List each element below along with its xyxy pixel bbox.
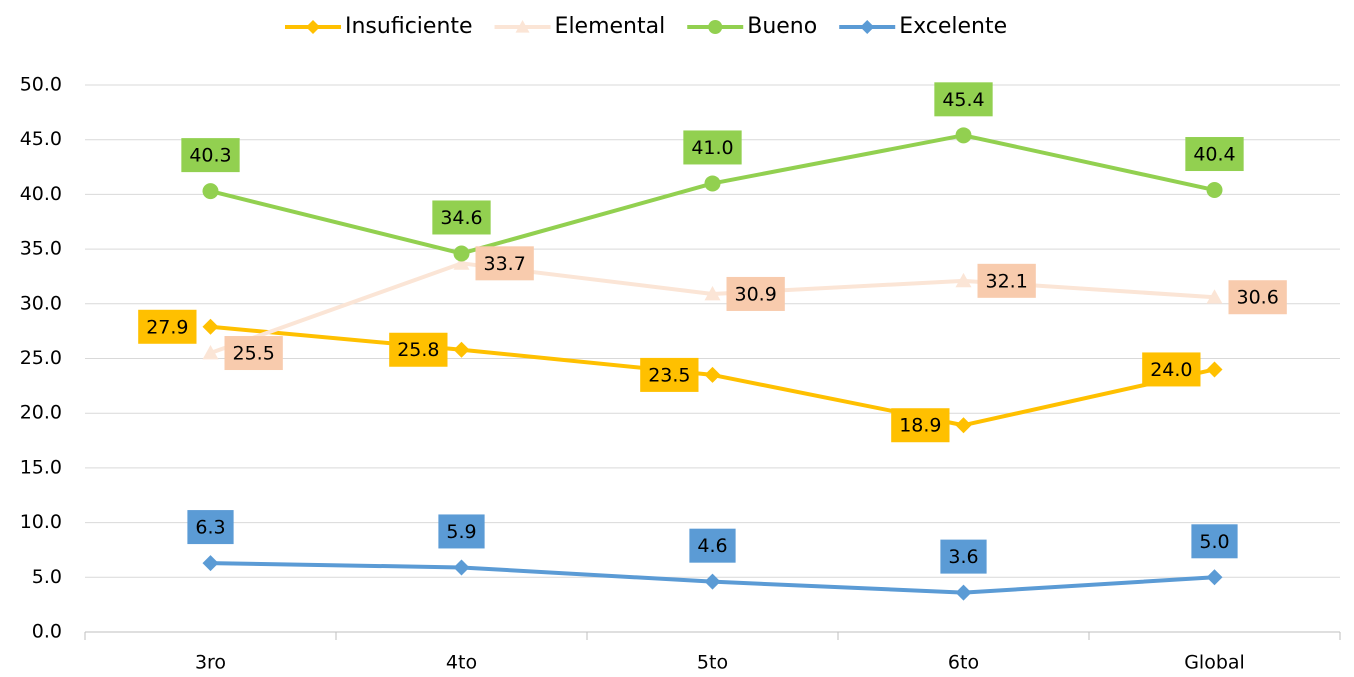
marker: [956, 585, 972, 601]
data-label-text: 24.0: [1150, 359, 1192, 381]
x-tick-label: 6to: [948, 652, 979, 674]
marker: [860, 20, 874, 34]
data-label: 18.9: [891, 408, 949, 442]
data-label: 30.9: [727, 277, 785, 311]
data-label: 40.3: [181, 138, 239, 172]
data-label: 24.0: [1142, 352, 1200, 386]
marker: [454, 559, 470, 575]
data-label: 25.5: [225, 336, 283, 370]
data-label-text: 25.8: [397, 339, 439, 361]
data-label: 34.6: [432, 200, 490, 234]
marker: [705, 574, 721, 590]
x-tick-label: 5to: [697, 652, 728, 674]
data-label-text: 40.3: [189, 145, 231, 167]
data-label: 4.6: [689, 529, 735, 563]
data-label: 25.8: [389, 333, 447, 367]
data-label-text: 33.7: [484, 253, 526, 275]
chart: 0.0 5.0 10.0 15.0 20.0 25.0 30.0 35.0 40.0 45.0 50…: [0, 0, 1354, 677]
data-label-text: 5.0: [1199, 531, 1229, 553]
marker: [203, 319, 219, 335]
data-label: 32.1: [978, 264, 1036, 298]
data-label-text: 45.4: [942, 89, 984, 111]
data-label: 23.5: [640, 358, 698, 392]
y-tick-label: 5.0: [32, 566, 62, 588]
data-label: 6.3: [187, 510, 233, 544]
marker: [454, 342, 470, 358]
y-tick-label: 30.0: [20, 292, 62, 314]
data-label-text: 27.9: [146, 316, 188, 338]
data-label-text: 23.5: [648, 364, 690, 386]
x-tick-label: 4to: [446, 652, 477, 674]
data-label: 5.0: [1191, 524, 1237, 558]
legend-label: Insuficiente: [345, 14, 473, 39]
data-label: 40.4: [1185, 137, 1243, 171]
marker: [708, 20, 722, 34]
data-label-text: 3.6: [948, 546, 978, 568]
data-label-text: 4.6: [697, 535, 727, 557]
data-label-text: 6.3: [195, 517, 225, 539]
y-tick-label: 15.0: [20, 456, 62, 478]
legend-label: Bueno: [747, 14, 817, 39]
data-label-text: 30.9: [735, 283, 777, 305]
y-tick-label: 20.0: [20, 402, 62, 424]
marker: [1207, 569, 1223, 585]
x-tick-label: Global: [1184, 652, 1245, 674]
marker: [956, 417, 972, 433]
y-tick-label: 40.0: [20, 183, 62, 205]
y-tick-label: 35.0: [20, 238, 62, 260]
data-label-text: 5.9: [446, 521, 476, 543]
y-tick-label: 0.0: [32, 621, 62, 643]
marker: [705, 367, 721, 383]
marker: [705, 175, 721, 191]
marker: [306, 20, 320, 34]
data-label-text: 41.0: [691, 137, 733, 159]
legend-label: Elemental: [555, 14, 666, 39]
y-tick-label: 50.0: [20, 74, 62, 96]
marker: [203, 183, 219, 199]
data-label: 33.7: [476, 246, 534, 280]
data-label-text: 18.9: [899, 415, 941, 437]
y-tick-label: 25.0: [20, 347, 62, 369]
data-label-text: 32.1: [986, 270, 1028, 292]
data-label-text: 40.4: [1193, 144, 1235, 166]
legend: Insuficiente Elemental Bueno Excelente: [285, 14, 1007, 39]
y-tick-label: 10.0: [20, 511, 62, 533]
data-label: 30.6: [1229, 280, 1287, 314]
data-label: 3.6: [940, 540, 986, 574]
data-label: 41.0: [683, 130, 741, 164]
data-label: 27.9: [138, 310, 196, 344]
data-label-text: 30.6: [1237, 287, 1279, 309]
data-label-text: 34.6: [440, 207, 482, 229]
y-tick-label: 45.0: [20, 128, 62, 150]
data-label: 5.9: [438, 514, 484, 548]
legend-label: Excelente: [899, 14, 1007, 39]
data-label-text: 25.5: [233, 343, 275, 365]
data-label: 45.4: [934, 82, 992, 116]
x-tick-label: 3ro: [195, 652, 226, 674]
marker: [1207, 361, 1223, 377]
marker: [203, 555, 219, 571]
marker: [956, 127, 972, 143]
marker: [1207, 182, 1223, 198]
marker: [454, 245, 470, 261]
